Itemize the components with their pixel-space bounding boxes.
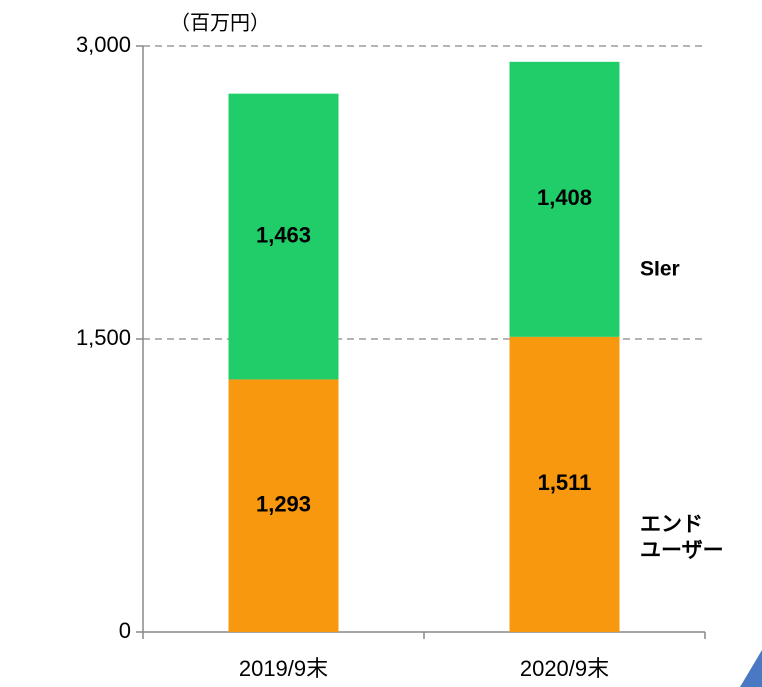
- y-tick-label: 1,500: [76, 325, 131, 350]
- bar-segment: [228, 93, 339, 380]
- bar-segment: [228, 379, 339, 632]
- legend-label: SIer: [640, 258, 680, 281]
- y-tick-label: 3,000: [76, 32, 131, 57]
- value-label: 1,511: [538, 470, 592, 495]
- y-tick-label: 0: [119, 618, 131, 643]
- bar-segment: [509, 61, 620, 337]
- value-label: 1,293: [256, 492, 311, 517]
- x-tick-label: 2020/9末: [520, 656, 609, 681]
- legend-line: エンド: [640, 513, 703, 536]
- unit-label: （百万円）: [170, 11, 270, 34]
- legend-label: エンドユーザー: [640, 513, 724, 562]
- legend-line: ユーザー: [640, 539, 724, 562]
- x-tick-label: 2019/9末: [239, 656, 328, 681]
- value-label: 1,463: [256, 222, 311, 247]
- value-label: 1,408: [537, 185, 592, 210]
- bar-segment: [509, 336, 620, 632]
- corner-decoration: [740, 650, 762, 687]
